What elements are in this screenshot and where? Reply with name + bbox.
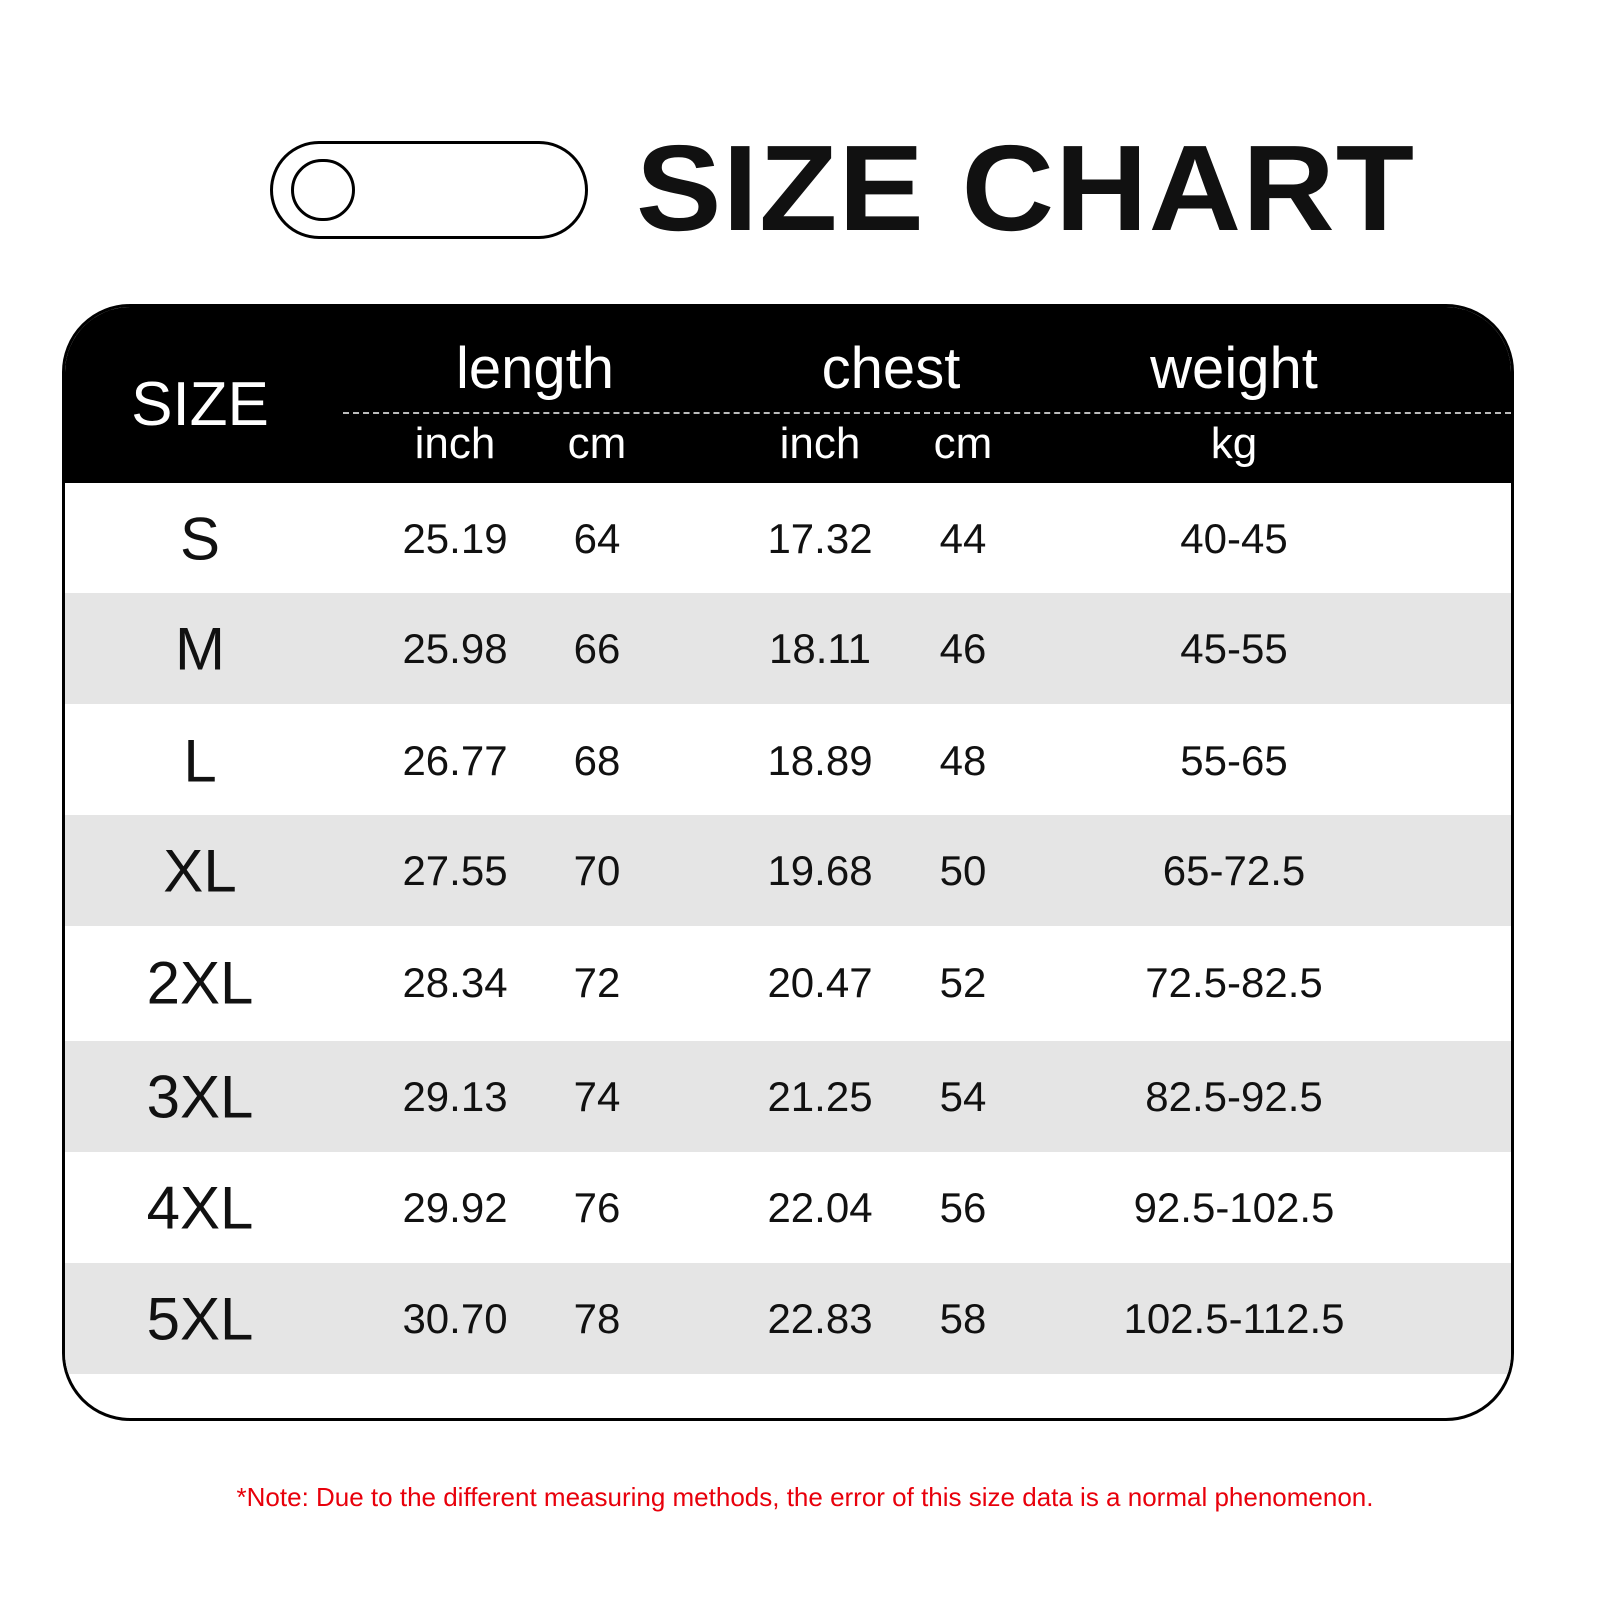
cell-size: XL: [163, 837, 237, 904]
cell-length-cm: 70: [573, 846, 621, 894]
cell-size: S: [179, 505, 221, 572]
cell-size: 2XL: [146, 949, 254, 1016]
table-row: XL 27.55 70 19.68 50 65-72.5: [65, 815, 1511, 926]
cell-length-inch: 28.34: [402, 958, 508, 1006]
cell-chest-inch: 21.25: [767, 1072, 873, 1120]
cell-chest-cm: 48: [939, 736, 987, 784]
header-length: length: [455, 336, 615, 401]
cell-weight: 40-45: [1180, 514, 1288, 562]
cell-chest-cm: 50: [939, 846, 987, 894]
cell-chest-cm: 58: [939, 1294, 987, 1342]
header-length-inch: inch: [414, 419, 496, 468]
header-chest-inch: inch: [779, 419, 861, 468]
size-table: SIZE length chest weight inch cm inch cm…: [62, 304, 1514, 1421]
table-row: 2XL 28.34 72 20.47 52 72.5-82.5: [65, 927, 1511, 1038]
cell-length-inch: 27.55: [402, 846, 508, 894]
cell-length-cm: 68: [573, 736, 621, 784]
cell-length-cm: 76: [573, 1183, 621, 1231]
cell-chest-inch: 22.83: [767, 1294, 873, 1342]
cell-weight: 82.5-92.5: [1145, 1072, 1323, 1120]
cell-chest-cm: 52: [939, 958, 987, 1006]
table-row: 3XL 29.13 74 21.25 54 82.5-92.5: [65, 1041, 1511, 1152]
cell-length-inch: 29.92: [402, 1183, 508, 1231]
disclaimer-note: *Note: Due to the different measuring me…: [236, 1482, 1374, 1512]
cell-weight: 65-72.5: [1162, 846, 1306, 894]
header-chest-cm: cm: [933, 419, 993, 468]
toggle-icon: [270, 141, 588, 239]
header-weight: weight: [1150, 336, 1318, 401]
cell-chest-cm: 54: [939, 1072, 987, 1120]
cell-chest-cm: 44: [939, 514, 987, 562]
cell-chest-inch: 19.68: [767, 846, 873, 894]
cell-size: 3XL: [146, 1063, 254, 1130]
header-weight-kg: kg: [1210, 419, 1258, 468]
cell-chest-inch: 20.47: [767, 958, 873, 1006]
cell-chest-inch: 18.89: [767, 736, 873, 784]
toggle-knob: [291, 159, 355, 221]
cell-chest-inch: 18.11: [769, 624, 871, 672]
cell-length-cm: 64: [573, 514, 621, 562]
cell-length-cm: 72: [573, 958, 621, 1006]
page-title: SIZE CHART: [636, 120, 1416, 256]
cell-length-cm: 74: [573, 1072, 621, 1120]
cell-length-inch: 25.19: [402, 514, 508, 562]
cell-length-inch: 30.70: [402, 1294, 508, 1342]
header-divider: [343, 412, 1511, 414]
table-row: S 25.19 64 17.32 44 40-45: [65, 483, 1511, 594]
table-row: 5XL 30.70 78 22.83 58 102.5-112.5: [65, 1263, 1511, 1374]
cell-size: M: [175, 615, 225, 682]
cell-weight: 102.5-112.5: [1123, 1294, 1345, 1342]
cell-length-inch: 26.77: [402, 736, 508, 784]
cell-weight: 45-55: [1180, 624, 1288, 672]
cell-chest-inch: 22.04: [767, 1183, 873, 1231]
cell-size: 5XL: [146, 1285, 254, 1352]
cell-weight: 92.5-102.5: [1133, 1183, 1335, 1231]
table-row: 4XL 29.92 76 22.04 56 92.5-102.5: [65, 1152, 1511, 1263]
cell-size: 4XL: [146, 1174, 254, 1241]
header-length-cm: cm: [567, 419, 627, 468]
table-row: L 26.77 68 18.89 48 55-65: [65, 705, 1511, 816]
cell-chest-cm: 46: [939, 624, 987, 672]
cell-size: L: [183, 727, 217, 794]
cell-length-cm: 66: [573, 624, 621, 672]
header-chest: chest: [821, 336, 961, 401]
header-size: SIZE: [131, 370, 269, 439]
cell-length-cm: 78: [573, 1294, 621, 1342]
cell-length-inch: 25.98: [402, 624, 508, 672]
table-row: M 25.98 66 18.11 46 45-55: [65, 593, 1511, 704]
cell-chest-cm: 56: [939, 1183, 987, 1231]
table-header: SIZE length chest weight inch cm inch cm…: [65, 307, 1511, 483]
cell-length-inch: 29.13: [402, 1072, 508, 1120]
cell-weight: 55-65: [1180, 736, 1288, 784]
cell-weight: 72.5-82.5: [1145, 958, 1323, 1006]
cell-chest-inch: 17.32: [767, 514, 873, 562]
